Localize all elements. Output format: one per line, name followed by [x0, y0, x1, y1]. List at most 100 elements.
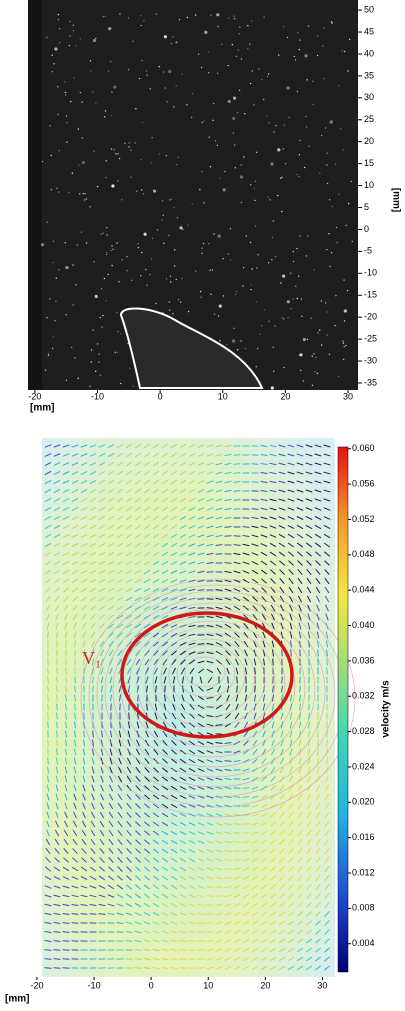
vector-arrow [297, 847, 303, 855]
vector-arrow [251, 857, 259, 863]
vector-arrow [116, 605, 124, 611]
particle [56, 187, 58, 190]
vector-arrow [44, 524, 52, 530]
particle [255, 151, 258, 154]
vector-arrow [287, 533, 295, 539]
particle [161, 200, 164, 202]
vector-arrow [269, 489, 277, 493]
vector-arrow [270, 866, 276, 872]
vector-arrow [288, 848, 294, 854]
vector-arrow [297, 838, 303, 846]
vector-arrow [171, 721, 177, 729]
vector-arrow [92, 739, 94, 747]
vector-arrow [199, 676, 203, 684]
particle [177, 298, 180, 301]
vector-arrow [262, 640, 266, 648]
vector-arrow [269, 480, 277, 484]
vector-arrow [179, 884, 187, 890]
vector-arrow [161, 479, 169, 485]
vector-arrow [118, 748, 122, 756]
vector-arrow [278, 947, 286, 953]
vector-arrow [306, 829, 312, 837]
vector-arrow [54, 595, 60, 603]
vector-arrow [152, 578, 160, 584]
vector-arrow [107, 614, 115, 620]
vector-arrow [135, 794, 141, 800]
vector-arrow [269, 956, 277, 962]
particle [232, 116, 236, 120]
vector-arrow [197, 598, 205, 600]
vector-arrow [89, 453, 97, 457]
vector-arrow [315, 820, 321, 828]
vector-arrow [116, 542, 124, 548]
vector-arrow [188, 767, 196, 773]
vector-arrow [297, 856, 303, 864]
vector-arrow [154, 703, 158, 711]
particle [57, 86, 59, 88]
vector-arrow [188, 543, 196, 547]
vector-arrow [190, 685, 194, 693]
vector-arrow [89, 904, 97, 906]
vector-arrow [215, 633, 223, 637]
particle [260, 324, 263, 327]
vector-arrow [98, 913, 106, 915]
vector-arrow [108, 649, 114, 657]
particle [292, 260, 295, 263]
y-tick-label: 30 [364, 92, 374, 102]
vector-arrow [261, 596, 267, 602]
particle [51, 54, 53, 56]
vector-arrow [224, 831, 232, 835]
vector-arrow [224, 507, 232, 511]
vector-arrow [324, 560, 330, 566]
particle [143, 232, 147, 236]
particle [151, 237, 154, 240]
particle [150, 258, 153, 260]
vector-arrow [197, 480, 205, 484]
particle [68, 44, 71, 47]
vector-arrow [215, 588, 223, 592]
particle [137, 243, 139, 245]
vector-arrow [126, 812, 132, 818]
vector-arrow [316, 766, 320, 774]
vector-arrow [242, 543, 250, 547]
particle [116, 351, 118, 354]
y-tick-label: 40 [364, 48, 374, 58]
particle [187, 224, 189, 226]
particle [326, 152, 328, 154]
particle [218, 304, 222, 308]
vector-arrow [206, 607, 214, 609]
particle [146, 74, 148, 76]
vector-arrow [314, 462, 322, 466]
vector-arrow [73, 757, 77, 765]
vector-arrow [254, 685, 256, 693]
vector-arrow [126, 839, 132, 845]
vector-arrow [89, 506, 97, 512]
vector-arrow [91, 775, 95, 783]
vector-arrow [152, 911, 160, 917]
particle [217, 315, 220, 317]
vector-arrow [179, 479, 187, 485]
vector-arrow [305, 920, 313, 926]
vector-arrow [179, 515, 187, 521]
particle [253, 104, 255, 106]
particle [109, 60, 112, 63]
vector-arrow [206, 922, 214, 924]
vector-arrow [324, 929, 330, 935]
particle [111, 245, 113, 247]
vector-arrow [44, 885, 52, 889]
vector-arrow [296, 920, 304, 926]
vector-arrow [224, 956, 232, 962]
vector-arrow [289, 721, 293, 729]
vector-arrow [72, 820, 78, 828]
colorbar-tick-label: 0.060 [352, 443, 375, 453]
particle [95, 102, 97, 104]
particle [135, 108, 137, 110]
vector-arrow [56, 748, 58, 756]
vector-arrow [161, 461, 169, 467]
vector-arrow [170, 597, 178, 601]
vector-arrow [206, 534, 214, 538]
vector-arrow [116, 461, 124, 467]
vector-arrow [243, 605, 249, 611]
vector-arrow [297, 820, 303, 828]
vector-arrow [152, 614, 160, 620]
